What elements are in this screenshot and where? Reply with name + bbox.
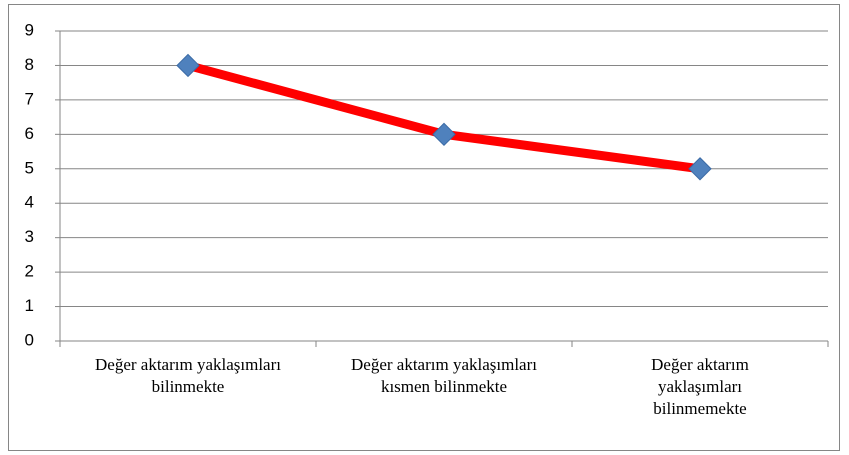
y-tick-label: 5: [25, 158, 34, 177]
y-tick-label: 3: [25, 227, 34, 246]
y-tick-label: 4: [25, 193, 34, 212]
chart-border: [8, 4, 840, 451]
y-tick-label: 1: [25, 296, 34, 315]
y-tick-label: 9: [25, 20, 34, 39]
y-tick-label: 6: [25, 124, 34, 143]
y-tick-label: 7: [25, 89, 34, 108]
x-tick-label: Değer aktarım yaklaşımları bilinmemekte: [651, 355, 749, 418]
marker: [432, 122, 456, 147]
y-tick-label: 2: [25, 262, 34, 281]
marker: [176, 53, 200, 78]
marker: [688, 157, 712, 181]
y-tick-label: 0: [25, 330, 34, 349]
x-tick-label: Değer aktarım yaklaşımları kısmen bilinme…: [351, 355, 537, 396]
x-tick-label: Değer aktarım yaklaşımları bilinmekte: [95, 355, 281, 396]
y-tick-label: 8: [25, 55, 34, 74]
